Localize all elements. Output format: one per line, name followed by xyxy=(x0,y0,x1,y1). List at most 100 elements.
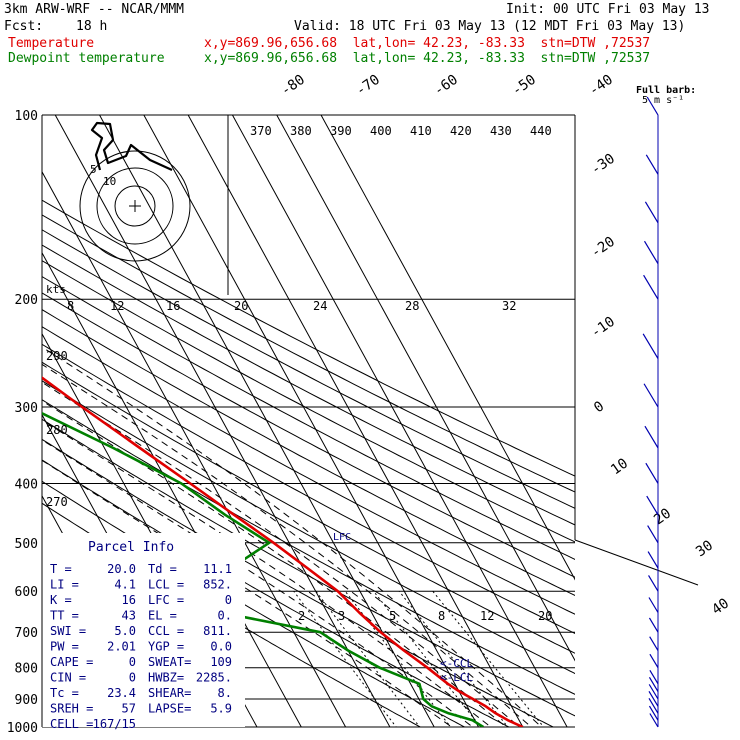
theta-label: 390 xyxy=(330,124,352,138)
init-time: Init: 00 UTC Fri 03 May 13 xyxy=(506,2,710,17)
parcel-info-cell: 167/15 xyxy=(93,717,136,731)
parcel-info-cell: LFC = xyxy=(148,593,184,607)
parcel-info-cell: 2.01 xyxy=(107,640,136,654)
dry-adiabat-line xyxy=(42,229,575,509)
wind-barb xyxy=(647,551,659,569)
wind-scale-label: 32 xyxy=(502,299,516,313)
parcel-info-cell: 57 xyxy=(122,702,136,716)
mixing-ratio-label: 8 xyxy=(438,609,445,623)
parcel-info-cell: 5.0 xyxy=(114,624,136,638)
wind-barb xyxy=(646,96,659,116)
wind-scale-label: 12 xyxy=(110,299,124,313)
parcel-info-cell: 23.4 xyxy=(107,686,136,700)
isotherm-label: -50 xyxy=(509,72,539,100)
dry-adiabat-line xyxy=(42,276,575,560)
dry-adiabat-line xyxy=(42,214,575,493)
theta-side-label: 270 xyxy=(46,495,68,509)
isobar-label: 600 xyxy=(15,585,38,600)
parcel-info-cell: LI = xyxy=(50,578,79,592)
wind-barb xyxy=(644,425,659,449)
plot-right-slant xyxy=(574,539,699,586)
parcel-info-cell: Td = xyxy=(148,562,177,576)
dry-adiabat-line xyxy=(42,361,575,654)
parcel-info-cell: 8. xyxy=(218,686,232,700)
wind-barb xyxy=(649,653,659,668)
isotherm-label: -10 xyxy=(588,314,618,342)
isotherm-line xyxy=(187,115,524,727)
theta-label: 420 xyxy=(450,124,472,138)
parcel-info-cell: CCL = xyxy=(148,624,184,638)
parcel-info-cell: CELL = xyxy=(50,717,93,731)
parcel-info-cell: 852. xyxy=(203,578,232,592)
hodograph-trace xyxy=(90,121,173,172)
lcl-marker: <-LCL xyxy=(440,671,473,684)
parcel-info-cell: 11.1 xyxy=(203,562,232,576)
hodograph-ring xyxy=(79,150,191,262)
parcel-info-cell: 0 xyxy=(225,593,232,607)
parcel-info-cell: LCL = xyxy=(148,578,184,592)
isobar-label: 500 xyxy=(15,537,38,552)
wind-barb xyxy=(647,525,659,544)
wind-scale-label: 8 xyxy=(67,299,74,313)
parcel-info-cell: SHEAR= xyxy=(148,686,191,700)
mixing-ratio-label: 20 xyxy=(538,609,552,623)
lfc-marker: LFC xyxy=(333,532,351,543)
parcel-info-cell: 16 xyxy=(122,593,136,607)
parcel-info-cell: Tc = xyxy=(50,686,79,700)
hodograph: 5 10 xyxy=(79,121,191,262)
parcel-info-cell: PW = xyxy=(50,640,79,654)
wind-barb xyxy=(648,698,659,714)
theta-side-label: 290 xyxy=(46,349,68,363)
wind-scale-label: 16 xyxy=(166,299,180,313)
wind-barb xyxy=(648,690,659,707)
theta-label: 440 xyxy=(530,124,552,138)
dry-adiabat-line xyxy=(42,418,575,717)
parcel-info-cell: 2285. xyxy=(196,671,232,685)
mixing-ratio-label: 12 xyxy=(480,609,494,623)
theta-label: 400 xyxy=(370,124,392,138)
isotherm-label: 40 xyxy=(709,596,732,619)
theta-side-label: 280 xyxy=(46,423,68,437)
wind-barb xyxy=(646,495,659,516)
mixing-ratio-line xyxy=(344,590,452,727)
isotherm-line xyxy=(231,115,568,727)
barb-legend-value: 5 m s⁻¹ xyxy=(642,95,684,106)
dry-adiabat-line xyxy=(42,380,575,675)
parcel-info-cell: 811. xyxy=(203,624,232,638)
wind-barb xyxy=(648,676,659,692)
parcel-info-cell: SWEAT= xyxy=(148,655,191,669)
parcel-info-cell: 0.0 xyxy=(210,640,232,654)
wind-barb-column xyxy=(642,96,659,728)
wind-scale-label: 20 xyxy=(234,299,248,313)
parcel-info-cell: 0 xyxy=(129,655,136,669)
isobar-label: 700 xyxy=(15,626,38,641)
hodograph-ring-label: 10 xyxy=(103,175,116,188)
wind-barb xyxy=(648,705,659,721)
wind-barb xyxy=(648,597,659,613)
isobar-label: 300 xyxy=(15,401,38,416)
dry-adiabat-line xyxy=(42,199,575,477)
wind-scale-unit: kts xyxy=(46,283,66,296)
theta-label: 410 xyxy=(410,124,432,138)
wind-barb xyxy=(645,154,659,175)
parcel-info-cell: HWBZ= xyxy=(148,671,184,685)
parcel-info-panel xyxy=(40,533,245,727)
hodograph-ring xyxy=(96,167,174,245)
isotherm-line xyxy=(42,251,302,727)
wind-barb xyxy=(649,669,659,685)
dry-adiabat-line xyxy=(42,438,555,727)
isotherm-label: 10 xyxy=(608,456,631,479)
isotherm-line xyxy=(276,115,575,662)
dry-adiabat-line xyxy=(42,343,575,635)
wind-barb xyxy=(648,684,659,700)
isotherm-label: -20 xyxy=(588,234,618,262)
parcel-info-cell: 5.9 xyxy=(210,702,232,716)
dry-adiabat-line xyxy=(42,260,575,543)
isotherm-label: 0 xyxy=(591,398,607,416)
valid-time: Valid: 18 UTC Fri 03 May 13 (12 MDT Fri … xyxy=(294,19,686,34)
parcel-info-cell: T = xyxy=(50,562,72,576)
isobar-label: 100 xyxy=(15,109,38,124)
isobar-label: 800 xyxy=(15,662,38,677)
wind-barb xyxy=(644,201,659,224)
isotherm-line xyxy=(54,115,391,727)
